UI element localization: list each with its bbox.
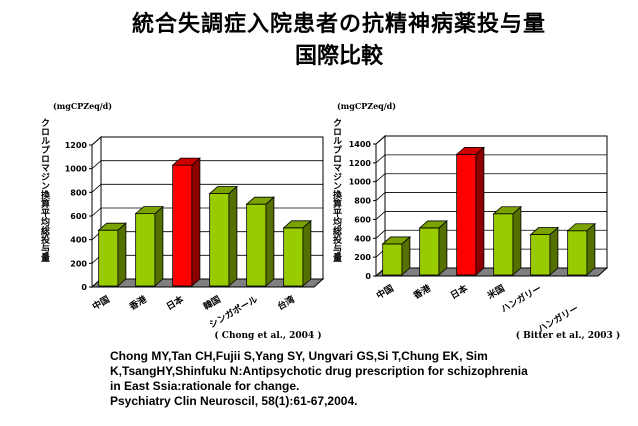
y-tick-label: 600 [354, 215, 371, 224]
x-category-label: 日本 [448, 282, 470, 302]
gridline-side [91, 207, 102, 217]
bar-side-3 [475, 146, 485, 276]
x-category-label: 台湾 [275, 293, 297, 312]
citation-line-2: K,TsangHY,Shinfuku N:Antipsychotic drug … [110, 364, 528, 378]
bar-top-2 [418, 220, 448, 229]
bar-5 [246, 203, 267, 287]
bar-top-6 [566, 223, 596, 232]
gridline-side [91, 160, 102, 169]
bar-side-2 [154, 205, 164, 287]
bar-side-5 [265, 196, 275, 287]
citation: Chong MY,Tan CH,Fujii S,Yang SY, Ungvari… [110, 349, 610, 409]
gridline-side [375, 211, 386, 220]
x-category-label: 香港 [410, 282, 433, 302]
bar-top-4 [208, 186, 238, 194]
y-tick-label: 0 [365, 272, 371, 281]
x-category-label: 日本 [164, 293, 186, 313]
bar-3 [456, 153, 477, 276]
y-tick-label: 600 [70, 212, 87, 221]
bar-top-1 [97, 222, 127, 231]
y-tick-label: 1000 [65, 165, 88, 174]
gridline-side [91, 136, 102, 146]
bar-side-5 [549, 226, 559, 276]
bar-side-4 [512, 205, 522, 276]
gridline-side [375, 135, 386, 145]
bar-top-5 [529, 227, 559, 235]
bar-top-6 [282, 220, 312, 229]
x-category-label: 中国 [374, 282, 396, 301]
gridline-side [375, 154, 386, 164]
bar-top-2 [134, 206, 164, 215]
y-tick-label: 400 [70, 236, 87, 245]
bar-top-1 [381, 236, 411, 245]
bar-side-6 [586, 222, 596, 276]
bar-top-5 [245, 196, 275, 205]
citation-line-3: in East Ssia:rationale for change. [110, 379, 300, 393]
bar-6 [567, 230, 588, 276]
y-axis-label: クロルプロマジン換算平均総投与量 [39, 118, 50, 263]
y-tick-label: 200 [70, 259, 87, 268]
bar-side-3 [191, 157, 201, 287]
gridline-side [375, 192, 386, 201]
y-tick-label: 0 [81, 283, 87, 292]
source-label: ( Bitter et al., 2003 ) [516, 330, 620, 341]
bar-5 [530, 234, 551, 276]
y-tick-label: 1400 [349, 140, 372, 149]
y-tick-label: 1200 [65, 141, 88, 150]
y-tick-label: 800 [70, 188, 87, 197]
x-category-label: 香港 [126, 293, 149, 313]
bar-4 [493, 213, 514, 276]
bar-side-1 [117, 222, 127, 287]
page-subtitle: 国際比較 [294, 44, 383, 69]
x-category-label: 米国 [484, 282, 506, 302]
bar-side-4 [228, 185, 238, 287]
gridline-side [91, 184, 102, 193]
gridline-side [375, 229, 386, 239]
bar-top-3 [171, 157, 201, 166]
y-tick-label: 400 [354, 234, 371, 243]
x-category-label: 中国 [90, 293, 112, 312]
unit-label: (mgCPZeq/d) [53, 101, 112, 111]
gridline-side [375, 173, 386, 183]
bar-2 [135, 213, 156, 287]
source-label: ( Chong et al., 2004 ) [214, 330, 321, 341]
x-category-label: ハンガリー [499, 282, 544, 315]
bar-1 [98, 229, 119, 287]
y-tick-label: 1000 [349, 178, 372, 187]
y-tick-label: 1200 [349, 159, 372, 168]
bar-side-6 [302, 219, 312, 287]
y-tick-label: 200 [354, 253, 371, 262]
bar-1 [382, 243, 403, 276]
unit-label: (mgCPZeq/d) [337, 101, 396, 111]
bar-6 [283, 227, 304, 287]
bar-3 [172, 164, 193, 287]
bar-2 [419, 227, 440, 276]
bar-top-3 [455, 146, 485, 155]
y-tick-label: 800 [354, 197, 371, 206]
citation-line-1: Chong MY,Tan CH,Fujii S,Yang SY, Ungvari… [110, 349, 488, 363]
citation-line-4: Psychiatry Clin Neuroscil, 58(1):61-67,2… [110, 394, 358, 408]
bar-top-4 [492, 206, 522, 215]
bar-4 [209, 193, 230, 287]
page-title: 統合失調症入院患者の抗精神病薬投与量 [131, 12, 546, 37]
bar-side-2 [438, 220, 448, 276]
x-category-label: 韓国 [201, 293, 223, 312]
y-axis-label: クロルプロマジン換算平均総投与量 [331, 118, 342, 263]
